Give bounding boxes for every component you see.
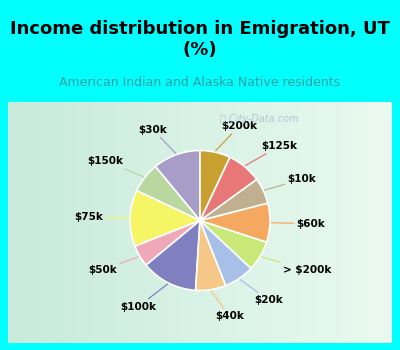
Text: $50k: $50k bbox=[88, 257, 138, 275]
Text: $20k: $20k bbox=[240, 280, 283, 306]
Wedge shape bbox=[200, 220, 266, 268]
Text: ⓘ City-Data.com: ⓘ City-Data.com bbox=[220, 114, 299, 124]
Text: $40k: $40k bbox=[211, 291, 244, 321]
Text: Income distribution in Emigration, UT
(%): Income distribution in Emigration, UT (%… bbox=[10, 20, 390, 59]
Wedge shape bbox=[200, 203, 270, 242]
Wedge shape bbox=[130, 191, 200, 246]
Wedge shape bbox=[200, 220, 251, 286]
Wedge shape bbox=[200, 150, 230, 220]
Text: $10k: $10k bbox=[265, 174, 316, 190]
Text: $60k: $60k bbox=[271, 218, 325, 229]
Text: $200k: $200k bbox=[216, 121, 257, 151]
Text: American Indian and Alaska Native residents: American Indian and Alaska Native reside… bbox=[60, 76, 340, 89]
Text: $125k: $125k bbox=[246, 141, 298, 166]
Wedge shape bbox=[146, 220, 200, 290]
Text: $75k: $75k bbox=[74, 212, 129, 223]
Wedge shape bbox=[137, 167, 200, 220]
Text: $150k: $150k bbox=[88, 156, 144, 177]
Wedge shape bbox=[196, 220, 226, 290]
Wedge shape bbox=[200, 179, 268, 220]
Text: > $200k: > $200k bbox=[262, 257, 332, 275]
Wedge shape bbox=[135, 220, 200, 265]
Text: $30k: $30k bbox=[138, 125, 176, 153]
Wedge shape bbox=[155, 150, 200, 220]
Wedge shape bbox=[200, 157, 257, 220]
Text: $100k: $100k bbox=[120, 284, 168, 312]
